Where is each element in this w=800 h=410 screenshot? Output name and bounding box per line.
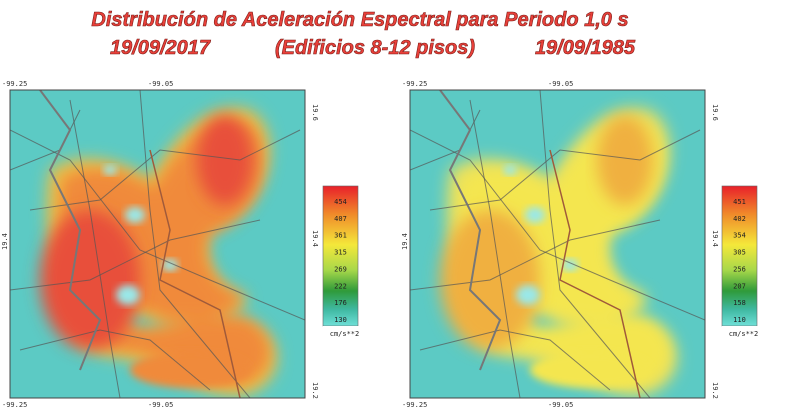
lake <box>516 285 540 305</box>
legend-value: 407 <box>334 215 347 223</box>
legend: 451 402 354 305 256 207 158 110 cm/s**2 <box>721 185 769 340</box>
road <box>419 329 611 391</box>
legend-unit-box <box>722 326 769 340</box>
lake <box>116 285 140 305</box>
legend-value: 361 <box>334 232 347 240</box>
legend-value: 305 <box>733 249 746 257</box>
legend-bar <box>721 185 758 327</box>
legend-unit: cm/s**2 <box>729 330 759 338</box>
lake <box>525 207 545 223</box>
lake <box>162 259 178 271</box>
legend-value: 402 <box>733 215 746 223</box>
map-frame <box>9 89 306 399</box>
legend-bar <box>322 185 359 327</box>
border <box>39 90 102 371</box>
legend-value: 176 <box>334 299 347 307</box>
lake <box>103 165 117 175</box>
road <box>10 129 305 321</box>
legend-value: 454 <box>334 198 347 206</box>
legend-unit-box <box>323 326 370 340</box>
map-frame <box>409 89 706 399</box>
map-area <box>10 90 305 398</box>
legend-value: 354 <box>733 232 746 240</box>
lake <box>562 259 578 271</box>
lake <box>125 207 145 223</box>
legend-value: 110 <box>733 316 746 324</box>
legend-value: 222 <box>334 282 347 290</box>
coord-label: 19.4 <box>311 230 319 247</box>
road <box>410 129 705 321</box>
coord-label: -99.25 <box>402 80 427 88</box>
title: Distribución de Aceleración Espectral pa… <box>91 9 628 31</box>
road <box>29 129 301 211</box>
coord-label: -99.25 <box>2 401 27 409</box>
legend-value: 451 <box>733 198 746 206</box>
map: -99.25 -99.05 19.6 19.4 19.4 -99.25 -99.05 19.2 <box>1 80 319 409</box>
coord-label: 19.2 <box>311 382 319 399</box>
coord-label: 19.6 <box>311 104 319 121</box>
map: -99.25 -99.05 19.6 19.4 19.4 -99.25 -99.05 19.2 <box>401 80 719 409</box>
legend: 454 407 361 315 269 222 176 130 cm/s**2 <box>322 185 370 340</box>
legend-value: 269 <box>334 265 347 273</box>
road <box>539 90 651 398</box>
heat-core <box>130 352 250 388</box>
coord-label: -99.05 <box>548 401 573 409</box>
legend-value: 256 <box>733 265 746 273</box>
coord-label: 19.4 <box>401 233 409 250</box>
legend-value: 207 <box>733 282 746 290</box>
road <box>139 90 251 398</box>
legend-value: 315 <box>334 249 347 257</box>
coord-label: -99.05 <box>148 80 173 88</box>
border <box>149 149 241 398</box>
coord-label: 19.4 <box>1 233 9 250</box>
coord-label: -99.25 <box>402 401 427 409</box>
road <box>410 219 661 291</box>
date-right: 19/09/1985 <box>535 37 636 59</box>
road <box>10 219 261 291</box>
heat-core <box>530 352 650 388</box>
legend-value: 130 <box>334 316 347 324</box>
road <box>19 329 211 391</box>
coord-label: 19.4 <box>711 230 719 247</box>
road <box>429 129 701 211</box>
lake <box>503 165 517 175</box>
coord-label: 19.6 <box>711 104 719 121</box>
date-left: 19/09/2017 <box>110 37 211 59</box>
heat-core <box>597 115 653 205</box>
coord-label: -99.05 <box>148 401 173 409</box>
coord-label: 19.2 <box>711 382 719 399</box>
coord-label: -99.25 <box>2 80 27 88</box>
subtitle: (Edificios 8-12 pisos) <box>275 37 475 59</box>
border <box>439 90 502 371</box>
map-area <box>410 90 705 398</box>
legend-value: 158 <box>733 299 746 307</box>
legend-unit: cm/s**2 <box>330 330 360 338</box>
border <box>549 149 641 398</box>
heat-core <box>197 115 253 205</box>
coord-label: -99.05 <box>548 80 573 88</box>
